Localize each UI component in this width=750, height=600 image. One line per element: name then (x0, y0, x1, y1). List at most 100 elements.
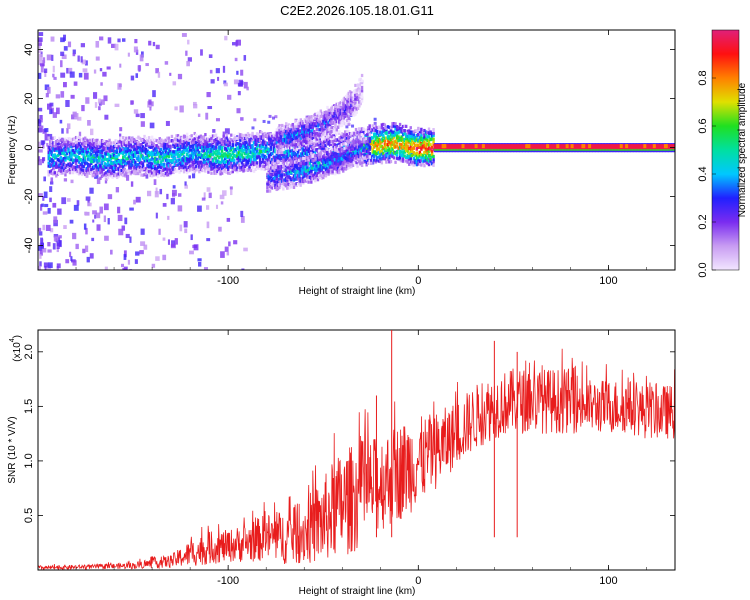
heatmap-ridge-cell (412, 160, 415, 164)
heatmap-ridge-cell (418, 154, 422, 158)
heatmap-ridge-cell (47, 150, 50, 155)
heatmap-ridge-cell (201, 156, 204, 160)
heatmap-noise-cell (155, 212, 158, 219)
heatmap-ridge-cell (128, 141, 131, 145)
heatmap-ridge-cell (290, 148, 294, 152)
heatmap-ridge-cell (400, 138, 403, 142)
heatmap-ridge-cell (65, 145, 69, 149)
heatmap-ridge-cell (167, 164, 171, 168)
heatmap-ridge-cell (251, 131, 254, 136)
heatmap-noise-cell (134, 259, 138, 264)
heatmap-ridge-cell (220, 146, 224, 150)
heatmap-ridge-cell (181, 149, 184, 154)
heatmap-ridge-cell (271, 163, 274, 167)
heatmap-ridge-cell (385, 153, 388, 157)
heatmap-ridge-cell (228, 155, 231, 159)
heatmap-ridge-cell (150, 141, 154, 145)
heatmap-noise-cell (197, 258, 202, 262)
heatmap-ridge-cell (185, 157, 189, 161)
heatmap-ridge-cell (176, 148, 180, 152)
heatmap-ridge-cell (311, 128, 315, 132)
heatmap-ridge-cell (102, 148, 105, 152)
heatmap-ridge-cell (314, 112, 317, 116)
heatmap-ridge-cell (169, 159, 172, 163)
heatmap-ridge-cell (398, 149, 402, 153)
heatmap-noise-cell (52, 65, 55, 73)
heatmap-noise-cell (43, 68, 48, 73)
heatmap-ridge-cell (426, 151, 429, 155)
heatmap-noise-cell (293, 156, 297, 160)
heatmap-ridge-cell (220, 156, 224, 160)
heatmap-ridge-cell (163, 139, 166, 143)
heatmap-ridge-cell (50, 169, 53, 173)
heatmap-noise-cell (63, 225, 67, 230)
heatmap-ridge-cell (394, 160, 397, 164)
heatmap-ridge-cell (395, 144, 399, 148)
heatmap-ridge-cell (432, 140, 435, 144)
heatmap-ridge-cell (208, 147, 212, 152)
heatmap-ridge-cell (122, 136, 125, 140)
heatmap-ridge-cell (77, 135, 81, 140)
heatmap-ridge-cell (415, 129, 419, 133)
heatmap-ridge-cell (278, 149, 281, 153)
heatmap-ridge-cell (251, 133, 254, 137)
heatmap-ridge-cell (137, 158, 140, 162)
heatmap-ridge-cell (347, 136, 350, 140)
heatmap-ridge-cell (292, 131, 296, 135)
heatmap-ridge-cell (82, 144, 85, 148)
heatmap-ridge-cell (394, 145, 397, 149)
heatmap-noise-cell (215, 204, 219, 209)
heatmap-ridge-cell (271, 135, 274, 139)
heatmap-ridge-cell (137, 142, 140, 146)
heatmap-ridge-cell (412, 132, 415, 137)
heatmap-ridge-cell (236, 166, 239, 170)
heatmap-ridge-cell (379, 145, 382, 149)
heatmap-ridge-cell (432, 154, 435, 159)
heatmap-ridge-cell (291, 137, 295, 142)
heatmap-ridge-cell (102, 164, 105, 169)
heatmap-ridge-cell (383, 154, 387, 158)
heatmap-ridge-cell (193, 151, 196, 155)
heatmap-ridge-cell (324, 143, 327, 148)
heatmap-noise-cell (63, 82, 67, 88)
heatmap-noise-cell (103, 95, 108, 102)
heatmap-ridge-cell (190, 144, 193, 148)
heatmap-ridge-cell (225, 140, 228, 144)
heatmap-ridge-cell (202, 135, 206, 139)
heatmap-ridge-cell (260, 145, 263, 149)
heatmap-ridge-cell (220, 142, 224, 146)
heatmap-ridge-cell (132, 171, 136, 175)
heatmap-ridge-cell (239, 152, 242, 156)
heatmap-ridge-cell (398, 126, 402, 131)
heatmap-ridge-cell (204, 167, 207, 171)
heatmap-ridge-cell (286, 152, 289, 156)
heatmap-ridge-cell (421, 159, 425, 163)
heatmap-ridge-cell (374, 125, 377, 129)
heatmap-ridge-cell (278, 139, 281, 144)
heatmap-ridge-cell (371, 140, 374, 144)
heatmap-ridge-cell (246, 143, 250, 147)
heatmap-ridge-cell (237, 132, 241, 136)
heatmap-noise-cell (46, 86, 51, 94)
heatmap-ridge-cell (193, 137, 196, 141)
heatmap-noise-cell (66, 128, 69, 134)
heatmap-ridge-cell (153, 152, 157, 156)
heatmap-ridge-cell (77, 160, 81, 164)
heatmap-ridge-cell (50, 159, 53, 164)
heatmap-ridge-cell (290, 132, 293, 136)
heatmap-ridge-cell (251, 160, 254, 164)
heatmap-ridge-cell (245, 163, 248, 167)
heatmap-ridge-cell (231, 156, 234, 160)
heatmap-ridge-cell (163, 141, 166, 145)
heatmap-ridge-core (643, 144, 647, 149)
heatmap-ridge-cell (417, 132, 420, 137)
heatmap-ridge-cell (286, 145, 289, 149)
heatmap-ridge-cell (88, 157, 91, 161)
heatmap-ridge-cell (429, 137, 432, 142)
heatmap-ridge-cell (202, 168, 206, 172)
heatmap-ridge-cell (211, 167, 215, 171)
heatmap-ridge-cell (254, 140, 257, 144)
heatmap-ridge-cell (129, 155, 133, 159)
heatmap-ridge-cell (106, 161, 110, 165)
heatmap-ridge-cell (418, 136, 422, 140)
